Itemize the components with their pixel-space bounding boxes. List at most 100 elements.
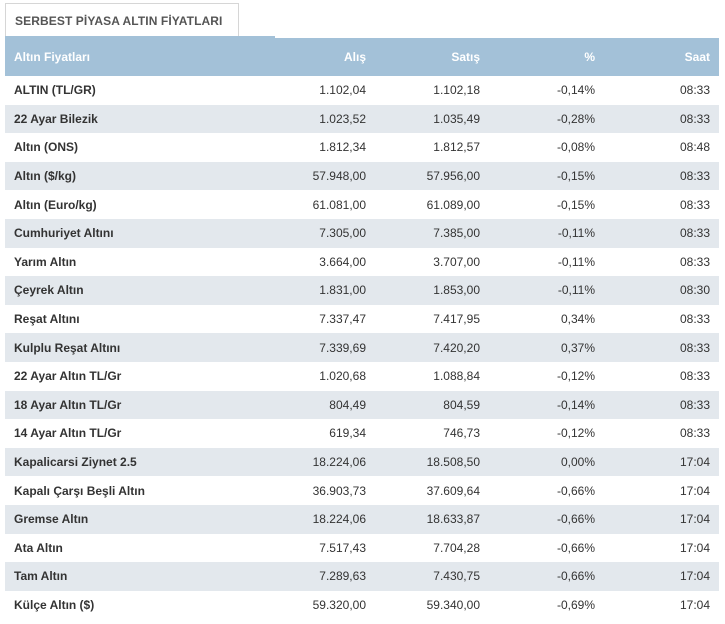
cell-name: Tam Altın xyxy=(14,569,68,584)
cell-alis: 1.812,34 xyxy=(319,140,366,155)
cell-saat: 08:33 xyxy=(679,254,710,269)
table-row[interactable]: Altın (Euro/kg) 61.081,00 61.089,00 -0,15% 0… xyxy=(5,190,719,219)
cell-alis: 7.517,43 xyxy=(319,540,366,555)
table-row[interactable]: Çeyrek Altın 1.831,00 1.853,00 -0,11% 08:30 xyxy=(5,276,719,305)
cell-name: Reşat Altını xyxy=(14,312,80,327)
table-row[interactable]: Gremse Altın 18.224,06 18.633,87 -0,66% 17:0… xyxy=(5,504,719,534)
cell-pct: -0,66% xyxy=(556,483,595,498)
cell-alis: 59.320,00 xyxy=(312,597,366,612)
cell-pct: -0,66% xyxy=(556,512,595,527)
cell-pct: -0,14% xyxy=(556,83,595,98)
header-name[interactable]: Altın Fiyatları xyxy=(14,50,91,64)
cell-saat: 08:33 xyxy=(679,111,710,126)
cell-name: Ata Altın xyxy=(14,540,63,555)
table-row[interactable]: Kapalı Çarşı Beşli Altın 36.903,73 37.609,… xyxy=(5,476,719,505)
table-row[interactable]: 14 Ayar Altın TL/Gr 619,34 746,73 -0,12% 08:… xyxy=(5,419,719,448)
table-row[interactable]: 18 Ayar Altın TL/Gr 804,49 804,59 -0,14% 08:… xyxy=(5,390,719,420)
cell-name: Yarım Altın xyxy=(14,254,77,269)
cell-name: 18 Ayar Altın TL/Gr xyxy=(14,397,122,412)
header-alis[interactable]: Alış xyxy=(343,50,366,64)
cell-saat: 08:33 xyxy=(679,226,710,241)
table-row[interactable]: Cumhuriyet Altını 7.305,00 7.385,00 -0,11% 0… xyxy=(5,218,719,248)
cell-name: Külçe Altın ($) xyxy=(14,597,95,612)
cell-pct: -0,11% xyxy=(557,283,595,298)
cell-saat: 17:04 xyxy=(679,540,710,555)
cell-saat: 17:04 xyxy=(679,597,710,612)
cell-saat: 08:33 xyxy=(679,340,710,355)
cell-satis: 59.340,00 xyxy=(426,597,480,612)
table-row[interactable]: ALTIN (TL/GR) 1.102,04 1.102,18 -0,14% 08:33 xyxy=(5,76,719,105)
cell-alis: 7.337,47 xyxy=(319,312,366,327)
cell-alis: 804,49 xyxy=(329,397,366,412)
table-row[interactable]: Kapalicarsi Ziynet 2.5 18.224,06 18.508,50… xyxy=(5,447,719,477)
cell-satis: 18.633,87 xyxy=(426,512,480,527)
table-row[interactable]: Kulplu Reşat Altını 7.339,69 7.420,20 0,37%… xyxy=(5,333,719,362)
cell-alis: 7.289,63 xyxy=(319,569,366,584)
cell-satis: 1.812,57 xyxy=(433,140,480,155)
cell-saat: 08:33 xyxy=(679,197,710,212)
cell-saat: 08:30 xyxy=(679,283,710,298)
cell-alis: 7.339,69 xyxy=(319,340,366,355)
cell-satis: 746,73 xyxy=(443,426,480,441)
cell-pct: -0,15% xyxy=(556,197,595,212)
cell-saat: 17:04 xyxy=(679,483,710,498)
cell-satis: 7.417,95 xyxy=(433,312,480,327)
cell-satis: 7.704,28 xyxy=(433,540,480,555)
table-row[interactable]: Tam Altın 7.289,63 7.430,75 -0,66% 17:04 xyxy=(5,562,719,591)
cell-name: Kapalicarsi Ziynet 2.5 xyxy=(14,455,137,470)
cell-pct: -0,11% xyxy=(557,254,595,269)
table-row[interactable]: Külçe Altın ($) 59.320,00 59.340,00 -0,69% 1… xyxy=(5,590,719,620)
table-row[interactable]: Ata Altın 7.517,43 7.704,28 -0,66% 17:04 xyxy=(5,533,719,563)
cell-name: Kapalı Çarşı Beşli Altın xyxy=(14,483,145,498)
cell-name: Altın (Euro/kg) xyxy=(14,197,97,212)
cell-name: Cumhuriyet Altını xyxy=(14,226,114,241)
cell-alis: 1.102,04 xyxy=(319,83,366,98)
cell-satis: 3.707,00 xyxy=(433,254,480,269)
tab-bar: SERBEST PİYASA ALTIN FİYATLARI xyxy=(0,0,725,38)
cell-name: ALTIN (TL/GR) xyxy=(14,83,96,98)
cell-name: 22 Ayar Bilezik xyxy=(14,111,98,126)
cell-saat: 08:48 xyxy=(679,140,710,155)
cell-alis: 3.664,00 xyxy=(319,254,366,269)
cell-alis: 18.224,06 xyxy=(312,455,366,470)
cell-pct: -0,14% xyxy=(556,397,595,412)
header-satis[interactable]: Satış xyxy=(451,50,480,64)
header-pct[interactable]: % xyxy=(584,50,595,64)
table-row[interactable]: Altın ($/kg) 57.948,00 57.956,00 -0,15% 08:3… xyxy=(5,161,719,191)
cell-pct: -0,08% xyxy=(556,140,595,155)
tab-active-underline xyxy=(5,36,275,38)
table-row[interactable]: Altın (ONS) 1.812,34 1.812,57 -0,08% 08:48 xyxy=(5,133,719,162)
cell-saat: 08:33 xyxy=(679,83,710,98)
table-row[interactable]: Reşat Altını 7.337,47 7.417,95 0,34% 08:33 xyxy=(5,304,719,334)
cell-saat: 08:33 xyxy=(679,397,710,412)
cell-pct: 0,37% xyxy=(560,340,595,355)
cell-pct: 0,00% xyxy=(560,455,595,470)
cell-saat: 08:33 xyxy=(679,169,710,184)
cell-satis: 1.853,00 xyxy=(433,283,480,298)
cell-pct: -0,11% xyxy=(557,226,595,241)
cell-alis: 61.081,00 xyxy=(312,197,366,212)
cell-alis: 619,34 xyxy=(329,426,366,441)
table-header: Altın Fiyatları Alış Satış % Saat xyxy=(5,38,719,76)
cell-saat: 08:33 xyxy=(679,312,710,327)
cell-pct: -0,69% xyxy=(556,597,595,612)
table-row[interactable]: 22 Ayar Bilezik 1.023,52 1.035,49 -0,28% 08:… xyxy=(5,104,719,134)
table-row[interactable]: 22 Ayar Altın TL/Gr 1.020,68 1.088,84 -0,12… xyxy=(5,361,719,391)
cell-satis: 7.385,00 xyxy=(433,226,480,241)
table-row[interactable]: Yarım Altın 3.664,00 3.707,00 -0,11% 08:33 xyxy=(5,247,719,277)
cell-pct: -0,66% xyxy=(556,540,595,555)
cell-satis: 61.089,00 xyxy=(426,197,480,212)
cell-alis: 36.903,73 xyxy=(312,483,366,498)
cell-name: 22 Ayar Altın TL/Gr xyxy=(14,369,122,384)
cell-alis: 1.831,00 xyxy=(319,283,366,298)
cell-name: Kulplu Reşat Altını xyxy=(14,340,121,355)
header-saat[interactable]: Saat xyxy=(684,50,710,64)
cell-satis: 1.035,49 xyxy=(433,111,480,126)
cell-name: Altın ($/kg) xyxy=(14,169,76,184)
cell-saat: 17:04 xyxy=(679,569,710,584)
tab-serbest-piyasa[interactable]: SERBEST PİYASA ALTIN FİYATLARI xyxy=(5,3,239,37)
gold-prices-table: Altın Fiyatları Alış Satış % Saat ALTIN … xyxy=(5,38,719,620)
cell-pct: -0,12% xyxy=(556,369,595,384)
cell-saat: 08:33 xyxy=(679,426,710,441)
